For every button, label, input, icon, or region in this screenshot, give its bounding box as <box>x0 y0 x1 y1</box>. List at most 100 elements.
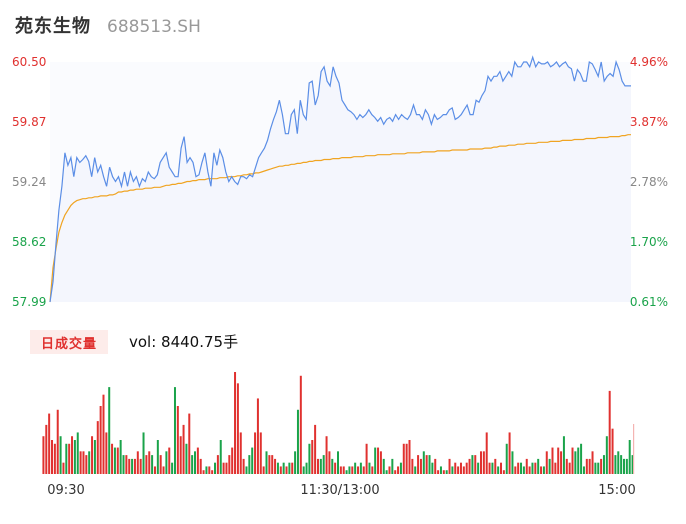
volume-bar <box>477 462 480 474</box>
volume-bar <box>202 470 205 474</box>
volume-bar <box>211 470 214 474</box>
volume-bar <box>311 440 314 474</box>
volume-bar <box>305 462 308 474</box>
intraday-price-chart: 60.50 4.96% 59.87 3.87% 59.24 2.78% 58.62 1.70%… <box>12 55 668 309</box>
y-right-tick-label: 2.78% <box>630 175 668 189</box>
volume-bar <box>234 372 237 474</box>
volume-bar <box>505 443 508 474</box>
volume-bar <box>268 455 271 474</box>
volume-bar <box>628 440 631 474</box>
volume-bar <box>442 470 445 474</box>
x-tick-label: 15:00 <box>598 483 635 498</box>
volume-bar <box>537 458 540 474</box>
volume-bar <box>279 466 282 474</box>
volume-bar <box>76 432 79 474</box>
volume-bar <box>328 451 331 474</box>
volume-bar <box>408 440 411 474</box>
volume-bar <box>600 458 603 474</box>
volume-bar <box>194 451 196 474</box>
volume-bar <box>614 455 617 474</box>
volume-bar <box>139 458 142 474</box>
volume-bar <box>597 462 600 474</box>
volume-bar <box>419 458 422 474</box>
volume-bar <box>248 455 251 474</box>
volume-bar <box>102 394 105 474</box>
volume-bar <box>79 451 82 474</box>
volume-bar <box>374 447 377 474</box>
volume-bar <box>188 413 191 474</box>
volume-bar <box>471 455 474 474</box>
volume-bar <box>348 466 351 474</box>
volume-bar <box>394 470 397 474</box>
volume-bar <box>391 458 394 474</box>
volume-bar <box>59 436 62 474</box>
stock-code: 688513.SH <box>107 17 201 37</box>
volume-bar <box>42 436 45 474</box>
volume-bar <box>542 466 545 474</box>
volume-bar <box>156 440 159 474</box>
volume-bar <box>368 462 371 474</box>
volume-bar <box>214 462 217 474</box>
volume-bar <box>282 462 285 474</box>
price-axis-labels: 60.50 4.96% 59.87 3.87% 59.24 2.78% 58.62 1.70%… <box>12 55 668 309</box>
volume-bar <box>562 436 565 474</box>
volume-bar <box>511 451 514 474</box>
y-right-tick-label: 4.96% <box>630 55 668 69</box>
volume-bar <box>122 455 125 474</box>
volume-bar <box>397 466 400 474</box>
volume-bar <box>296 409 299 474</box>
volume-bar <box>462 466 465 474</box>
y-left-tick-label: 59.24 <box>12 175 46 189</box>
volume-bar <box>111 443 114 474</box>
volume-bar <box>256 398 259 474</box>
volume-bar <box>548 458 551 474</box>
volume-bar <box>119 440 122 474</box>
volume-bar <box>316 458 319 474</box>
volume-bar <box>451 466 454 474</box>
y-right-tick-label: 1.70% <box>630 235 668 249</box>
y-left-tick-label: 57.99 <box>12 295 46 309</box>
volume-bar <box>262 466 265 474</box>
volume-bar <box>417 455 420 474</box>
volume-bar <box>334 462 337 474</box>
volume-bar <box>522 466 525 474</box>
volume-bar <box>371 466 374 474</box>
volume-readout: vol: 8440.75手 <box>129 333 239 351</box>
volume-bar <box>96 421 99 474</box>
volume-bar <box>242 458 245 474</box>
volume-bar <box>465 462 468 474</box>
volume-bar <box>345 470 348 474</box>
volume-bar <box>385 470 388 474</box>
volume-bar <box>145 455 148 474</box>
volume-bar <box>531 462 534 474</box>
volume-bar <box>425 455 428 474</box>
volume-bar <box>620 455 623 474</box>
volume-bar <box>302 466 305 474</box>
volume-bar <box>265 451 268 474</box>
volume-bar <box>633 424 635 474</box>
volume-bar <box>500 462 503 474</box>
volume-bar <box>411 458 414 474</box>
volume-bar <box>602 455 605 474</box>
volume-bar <box>133 458 136 474</box>
volume-bar <box>565 458 568 474</box>
volume-bar <box>99 406 102 474</box>
volume-bar <box>182 424 185 474</box>
volume-bar <box>159 455 162 474</box>
volume-bar <box>354 462 357 474</box>
volume-bar <box>402 443 405 474</box>
volume-bar <box>82 451 85 474</box>
volume-bar <box>457 466 460 474</box>
y-right-tick-label: 0.61% <box>630 295 668 309</box>
volume-bar <box>497 466 500 474</box>
volume-bar <box>274 458 277 474</box>
volume-bar <box>577 447 580 474</box>
volume-bar <box>299 375 302 474</box>
volume-bar <box>219 440 222 474</box>
volume-bar <box>216 455 219 474</box>
volume-bar <box>611 428 614 474</box>
volume-bar <box>582 466 585 474</box>
volume-bar <box>448 458 451 474</box>
volume-bar <box>254 432 257 474</box>
volume-bar <box>319 458 322 474</box>
